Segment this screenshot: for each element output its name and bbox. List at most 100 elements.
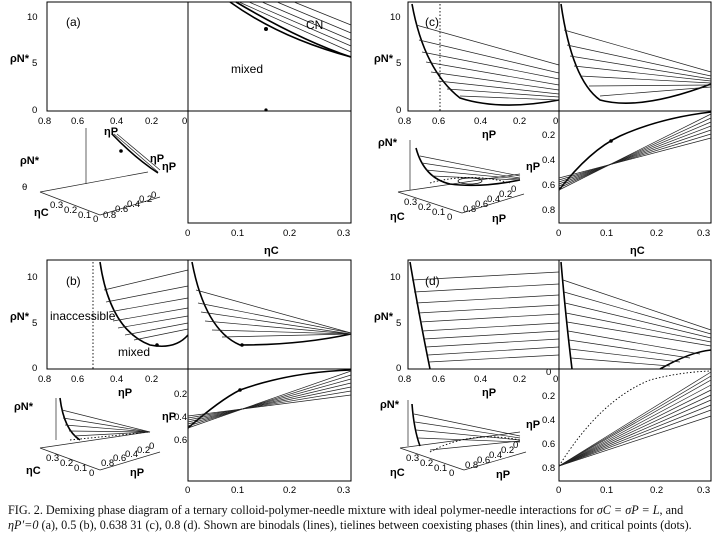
panel-b-3d-rt-1: 0.6 bbox=[113, 453, 126, 464]
panel-b-yaxis-label: ρN* bbox=[10, 311, 30, 323]
panel-d-3d-lt-1: 0.2 bbox=[420, 458, 433, 469]
panel-c-br-xtick-3: 0.3 bbox=[697, 228, 710, 239]
panel-b-3d-lt-2: 0.1 bbox=[74, 463, 87, 474]
caption-eta: ηP′=0 bbox=[8, 518, 39, 532]
panel-a-3d-rt-1: 0.6 bbox=[115, 204, 128, 215]
panel-b-br-ytick-1: 0.4 bbox=[174, 412, 187, 423]
panel-b-xtick-3: 0.2 bbox=[145, 374, 158, 385]
panel-c-3d-plot bbox=[397, 140, 525, 214]
panel-b-xtick-1: 0.6 bbox=[71, 374, 84, 385]
panel-c-ytick-2: 10 bbox=[390, 12, 401, 23]
panel-b-ytick-2: 10 bbox=[27, 272, 38, 283]
panel-b-text-mixed: mixed bbox=[118, 345, 150, 359]
panel-c-br-xtick-0: 0 bbox=[556, 228, 561, 239]
panel-a-3d-lt-3: 0 bbox=[93, 214, 98, 225]
panel-d-bottomright-lines bbox=[558, 370, 712, 467]
caption-part1: FIG. 2. Demixing phase diagram of a tern… bbox=[8, 503, 597, 517]
panel-d-3d-rt-4: 0 bbox=[513, 440, 518, 451]
panel-b-br-ytick-0: 0.2 bbox=[174, 389, 187, 400]
panel-d-br-xtick-2: 0.2 bbox=[650, 485, 663, 496]
panel-a-br-xtick-0: 0 bbox=[185, 228, 190, 239]
panel-d-3d-lt-3: 0 bbox=[449, 468, 454, 479]
panel-b-3d-rt-3: 0.2 bbox=[137, 445, 150, 456]
figure-caption: FIG. 2. Demixing phase diagram of a tern… bbox=[8, 503, 716, 533]
panel-d: (d) ρN* 0 5 10 0.8 0.6 0.4 0.2 0 ηP bbox=[374, 259, 712, 496]
panel-c-bottomright-lines bbox=[558, 111, 712, 191]
panel-c-3d-lt-3: 0 bbox=[447, 212, 452, 223]
panel-d-br-xtick-3: 0.3 bbox=[697, 485, 710, 496]
panel-a-xtick-1: 0.6 bbox=[71, 116, 84, 127]
panel-c-3d-etac: ηC bbox=[390, 211, 405, 223]
panel-c-xtick-0: 0.8 bbox=[398, 116, 411, 127]
panel-b-3d-rt-4: 0 bbox=[149, 441, 154, 452]
panel-a-text-cn: CN bbox=[306, 18, 323, 32]
panel-d-br-ytick-0: 0 bbox=[546, 367, 551, 378]
panel-a-bottomright-frame bbox=[187, 110, 352, 224]
panel-a-br-xaxis-label: ηC bbox=[264, 245, 279, 257]
panel-d-3d-rt-1: 0.6 bbox=[477, 455, 490, 466]
panel-c-yaxis-label: ρN* bbox=[374, 53, 394, 65]
panel-c-br-ytick-2: 0.6 bbox=[542, 180, 555, 191]
panel-c-3d-rt-2: 0.4 bbox=[487, 194, 500, 205]
panel-a-3d-plot bbox=[39, 128, 161, 216]
panel-a-topright-frame bbox=[187, 1, 352, 112]
panel-d-br-xtick-1: 0.1 bbox=[600, 485, 613, 496]
panel-d-3d-plot bbox=[399, 400, 527, 471]
panel-a-critical-point bbox=[264, 27, 268, 31]
panel-d-topleft-lines bbox=[409, 261, 560, 370]
panel-a-br-xtick-3: 0.3 bbox=[337, 228, 350, 239]
panel-b-3d-lt-3: 0 bbox=[89, 468, 94, 479]
panel-c-xtick-4: 0 bbox=[553, 116, 558, 127]
panel-a-3d-etac: ηC bbox=[34, 207, 49, 219]
panel-a-br-yaxis-label: ηP bbox=[162, 161, 176, 173]
panel-a-3d-rt-2: 0.4 bbox=[127, 199, 140, 210]
panel-a-xtick-0: 0.8 bbox=[38, 116, 51, 127]
panel-b-3d-rt-0: 0.8 bbox=[101, 458, 114, 469]
panel-c-ytick-0: 0 bbox=[396, 105, 401, 116]
panel-a-br-xtick-2: 0.2 bbox=[283, 228, 296, 239]
panel-c-br-ytick-3: 0.8 bbox=[542, 205, 555, 216]
panel-d-3d-rho: ρN* bbox=[380, 399, 400, 411]
panel-c-br-yaxis-label: ηP bbox=[526, 161, 540, 173]
panel-d-br-xtick-0: 0 bbox=[556, 485, 561, 496]
panel-d-3d-lt-2: 0.1 bbox=[434, 463, 447, 474]
panel-c-xtick-2: 0.4 bbox=[474, 116, 487, 127]
panel-b-3d-rho: ρN* bbox=[14, 401, 34, 413]
panel-d-topright-lines bbox=[560, 261, 712, 370]
panel-d-ytick-2: 10 bbox=[390, 272, 401, 283]
panel-c-br-xaxis-label: ηC bbox=[630, 245, 645, 257]
panel-b-text-inaccessible: inaccessible bbox=[50, 309, 116, 323]
panel-d-xtick-4: 0 bbox=[553, 374, 558, 385]
panel-a: (a) ρN* 0 5 10 0.8 0.6 0.4 0.2 0 CN mixe… bbox=[10, 1, 352, 257]
panel-a-3d-lt-2: 0.1 bbox=[78, 210, 91, 221]
panel-c-xaxis-label: ηP bbox=[482, 129, 496, 141]
panel-b-xaxis-label: ηP bbox=[118, 387, 132, 399]
panel-a-3d-rho: ρN* bbox=[20, 155, 40, 167]
panel-c-3d-etap: ηP bbox=[492, 213, 506, 225]
panel-a-3d-rt-0: 0.8 bbox=[103, 210, 116, 221]
panel-a-ytick-0: 0 bbox=[32, 105, 37, 116]
caption-part3: (a), 0.5 (b), 0.638 31 (c), 0.8 (d). Sho… bbox=[38, 518, 692, 532]
panel-c-topright-lines bbox=[560, 3, 712, 104]
caption-sigma: σC = σP = L bbox=[596, 503, 660, 517]
panel-a-3d-lt-0: 0.3 bbox=[50, 200, 63, 211]
panel-a-3d-etap-side: ηP bbox=[150, 153, 164, 165]
panel-d-xaxis-label: ηP bbox=[482, 387, 496, 399]
panel-d-br-ytick-2: 0.4 bbox=[542, 415, 555, 426]
panel-c-3d-rt-0: 0.8 bbox=[463, 204, 476, 215]
panel-c-br-xtick-2: 0.2 bbox=[650, 228, 663, 239]
panel-b-bottomright-lines bbox=[187, 369, 352, 429]
panel-c-ytick-1: 5 bbox=[396, 58, 401, 69]
panel-a-ytick-2: 10 bbox=[27, 12, 38, 23]
panel-c-3d-lt-2: 0.1 bbox=[432, 207, 445, 218]
panel-a-3d-lt-1: 0.2 bbox=[64, 205, 77, 216]
panel-b-topleft-lines bbox=[99, 261, 189, 348]
panel-b-br-ytick-2: 0.6 bbox=[174, 435, 187, 446]
panel-a-ytick-1: 5 bbox=[32, 58, 37, 69]
panel-b-xtick-2: 0.4 bbox=[110, 374, 123, 385]
panel-c-topleft-lines bbox=[411, 3, 560, 106]
panel-c-xtick-1: 0.6 bbox=[432, 116, 445, 127]
panel-b-xtick-0: 0.8 bbox=[38, 374, 51, 385]
panel-a-3d-etap-top: ηP bbox=[104, 126, 118, 138]
panel-b-bottomright-frame bbox=[187, 368, 352, 482]
